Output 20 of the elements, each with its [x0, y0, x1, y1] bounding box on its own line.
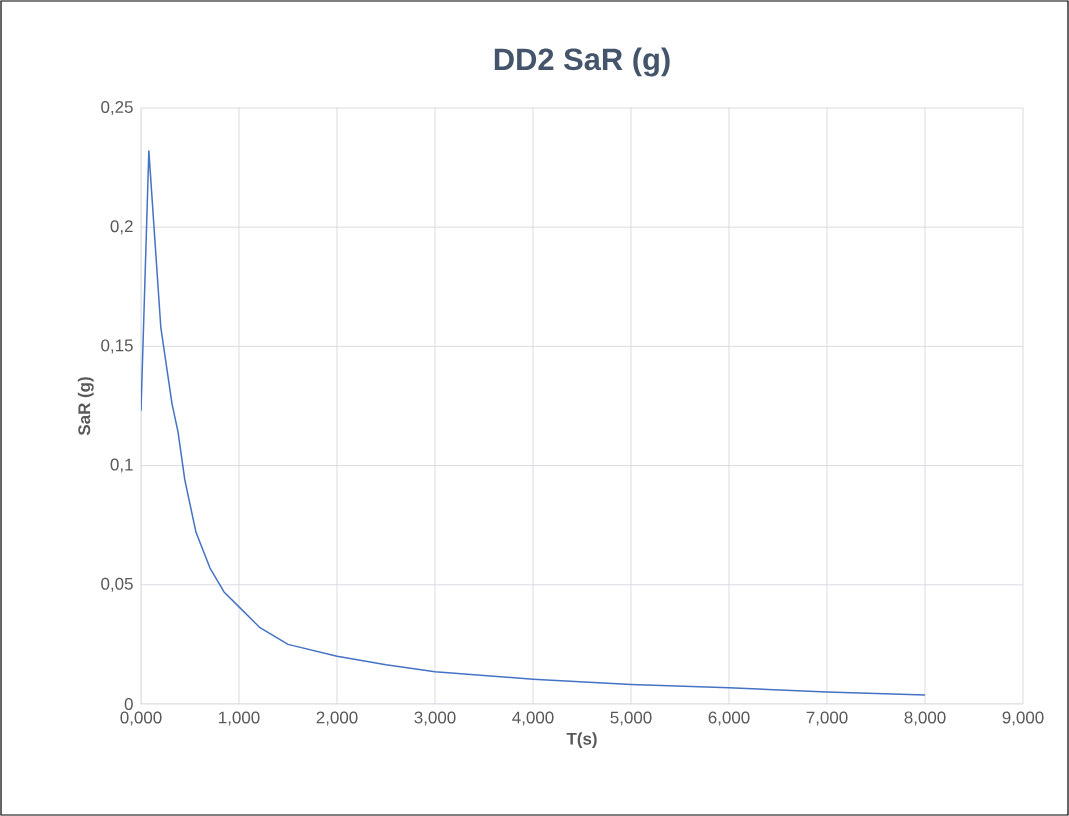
x-tick-label: 7,000 — [806, 711, 848, 726]
x-tick-label: 3,000 — [414, 711, 456, 726]
y-axis-title: SaR (g) — [77, 377, 94, 436]
y-tick-label: 0 — [124, 697, 133, 710]
x-tick-label: 0,000 — [120, 711, 162, 726]
x-tick-label: 2,000 — [316, 711, 358, 726]
chart-title: DD2 SaR (g) — [494, 47, 670, 77]
y-tick-label: 0,2 — [110, 220, 133, 235]
x-tick-label: 1,000 — [219, 711, 260, 726]
x-tick-label: 8,000 — [904, 711, 946, 726]
x-tick-label: 9,000 — [1002, 711, 1044, 726]
x-tick-label: 5,000 — [610, 711, 652, 726]
x-tick-label: 4,000 — [512, 711, 554, 726]
y-tick-label: 0,15 — [101, 339, 133, 354]
x-tick-label: 6,000 — [708, 711, 750, 726]
y-tick-label: 0,05 — [101, 577, 133, 592]
line-series — [141, 150, 926, 696]
y-tick-label: 0,1 — [110, 458, 133, 473]
x-axis-title: T(s) — [566, 732, 597, 749]
y-tick-label: 0,25 — [101, 100, 133, 115]
